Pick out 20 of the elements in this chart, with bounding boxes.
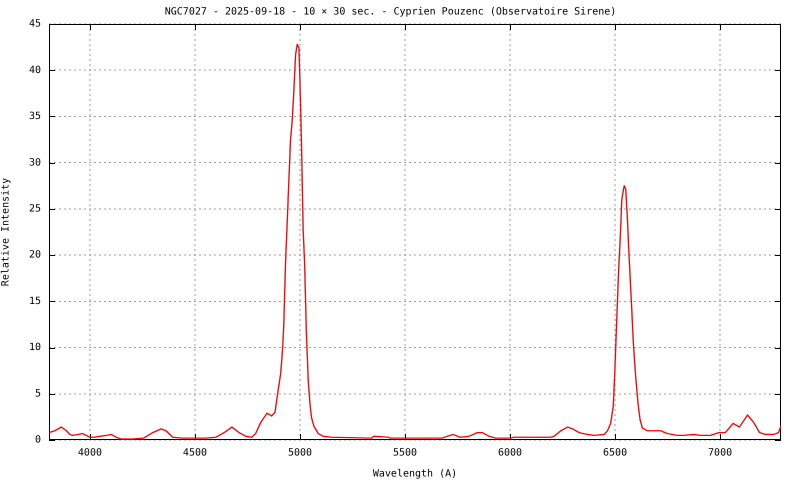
y-tick-label: 30 (28, 157, 41, 168)
y-tick-label: 5 (34, 388, 41, 400)
y-tick-label: 15 (28, 296, 41, 307)
x-tick-label: 6000 (498, 448, 522, 459)
y-tick-label: 0 (34, 434, 41, 446)
x-tick-label: 7000 (708, 448, 732, 459)
x-axis-title: Wavelength (A) (372, 468, 458, 480)
y-tick-label: 10 (28, 342, 41, 354)
y-tick-label: 40 (28, 64, 41, 76)
chart-title: NGC7027 - 2025-09-18 - 10 × 30 sec. - Cyprien Pouzenc (Observatoire Sirene) (164, 6, 616, 18)
y-tick-label: 20 (28, 250, 41, 261)
x-tick-label: 5000 (288, 448, 312, 459)
x-tick-label: 6500 (603, 448, 628, 459)
y-tick-label: 35 (28, 111, 41, 122)
y-tick-label: 25 (28, 203, 41, 214)
x-tick-label: 4000 (78, 448, 102, 459)
y-tick-label: 45 (28, 18, 41, 30)
x-tick-label: 4500 (182, 448, 208, 459)
y-axis-title: Relative Intensity (0, 178, 12, 286)
x-tick-label: 5500 (392, 448, 418, 459)
